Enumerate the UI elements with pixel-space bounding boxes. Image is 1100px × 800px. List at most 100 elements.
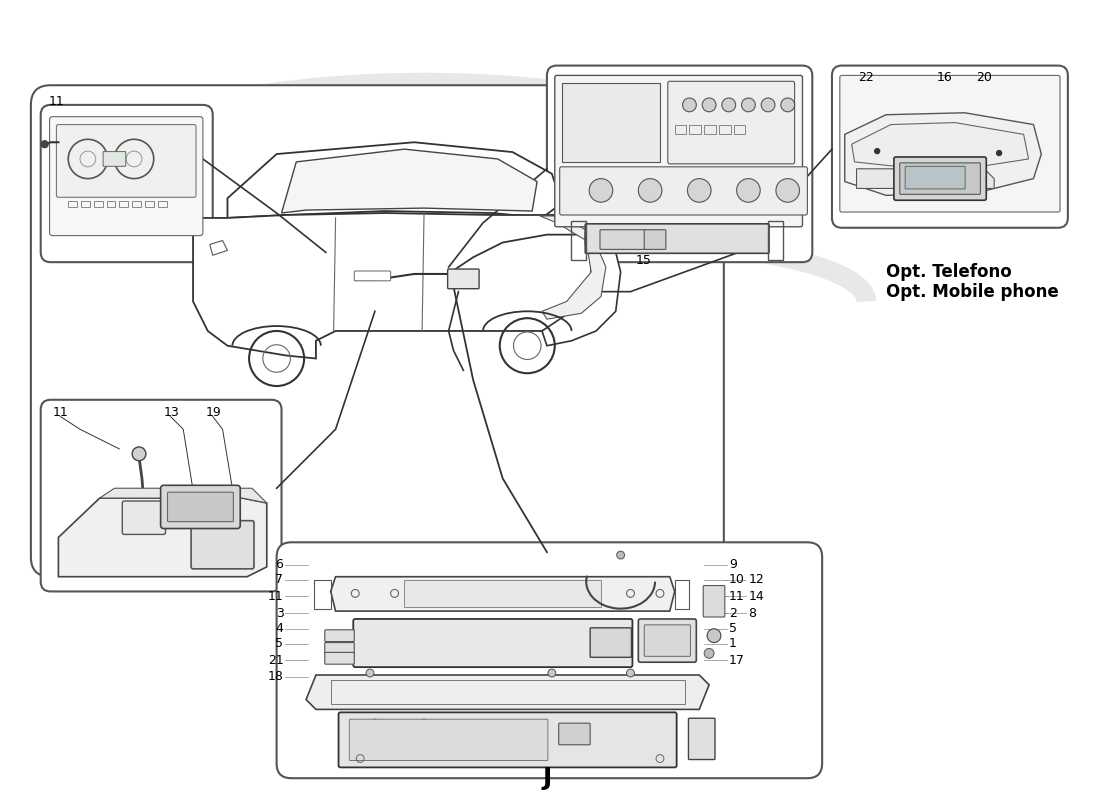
FancyBboxPatch shape [161,486,240,529]
Text: 21: 21 [267,654,284,666]
Text: 11: 11 [48,95,64,109]
Polygon shape [851,122,1028,166]
Polygon shape [542,215,620,346]
Polygon shape [306,675,710,710]
Bar [145,202,154,207]
FancyBboxPatch shape [832,66,1068,228]
FancyBboxPatch shape [839,75,1060,212]
FancyBboxPatch shape [703,586,725,617]
FancyBboxPatch shape [689,718,715,759]
Circle shape [704,649,714,658]
FancyBboxPatch shape [645,625,691,656]
Text: 18: 18 [267,670,284,683]
Text: 4: 4 [276,622,284,635]
Polygon shape [857,169,994,189]
Bar [719,125,730,134]
Text: 7: 7 [275,573,284,586]
FancyBboxPatch shape [41,105,212,262]
Circle shape [617,551,625,559]
Circle shape [419,719,429,729]
Text: 15: 15 [636,254,651,266]
Circle shape [722,98,736,112]
Text: 11: 11 [53,406,68,419]
Polygon shape [58,498,267,577]
Text: 14: 14 [748,590,764,603]
Text: 5: 5 [729,622,737,635]
Text: 11: 11 [729,590,745,603]
Bar [157,202,166,207]
Circle shape [874,149,880,154]
Text: 6: 6 [276,558,284,571]
Text: 1: 1 [729,637,737,650]
Bar [94,202,102,207]
FancyBboxPatch shape [585,232,607,246]
FancyBboxPatch shape [668,82,794,164]
FancyBboxPatch shape [900,163,980,194]
Text: 20: 20 [977,71,992,84]
FancyBboxPatch shape [405,580,601,607]
FancyBboxPatch shape [122,501,165,534]
FancyBboxPatch shape [547,66,812,262]
FancyBboxPatch shape [585,224,769,254]
Circle shape [370,719,379,729]
Bar [734,125,746,134]
Text: 5: 5 [275,637,284,650]
Circle shape [781,98,794,112]
FancyBboxPatch shape [324,630,354,642]
Text: Opt. Telefono: Opt. Telefono [886,263,1012,281]
FancyBboxPatch shape [56,125,196,198]
Circle shape [707,629,721,642]
Bar [704,125,716,134]
Text: 13: 13 [164,406,179,419]
Text: 22: 22 [858,71,874,84]
FancyBboxPatch shape [50,117,202,236]
Polygon shape [331,577,674,611]
FancyBboxPatch shape [591,628,631,658]
FancyBboxPatch shape [31,86,724,577]
FancyBboxPatch shape [638,619,696,662]
FancyBboxPatch shape [339,712,676,767]
FancyBboxPatch shape [645,230,665,250]
Bar [331,680,684,705]
Circle shape [132,447,146,461]
Text: 9: 9 [729,558,737,571]
FancyBboxPatch shape [562,83,660,162]
Circle shape [997,150,1001,155]
FancyBboxPatch shape [894,157,987,200]
Circle shape [776,178,800,202]
Circle shape [761,98,776,112]
FancyBboxPatch shape [905,166,965,189]
Circle shape [737,178,760,202]
FancyBboxPatch shape [324,642,354,654]
Text: Opt. Mobile phone: Opt. Mobile phone [886,282,1059,301]
FancyBboxPatch shape [554,75,803,226]
Circle shape [683,98,696,112]
Bar [68,202,77,207]
FancyBboxPatch shape [103,151,125,166]
Text: 8: 8 [748,606,757,619]
Text: eurospares: eurospares [547,578,793,615]
Circle shape [638,178,662,202]
Bar [690,125,701,134]
Circle shape [590,178,613,202]
FancyBboxPatch shape [448,269,480,289]
Text: 3: 3 [276,606,284,619]
Bar [81,202,90,207]
FancyBboxPatch shape [276,542,822,778]
Text: 11: 11 [267,590,284,603]
Bar [674,125,686,134]
Polygon shape [540,216,606,319]
Polygon shape [194,213,591,358]
Polygon shape [100,488,267,503]
FancyBboxPatch shape [560,167,807,215]
Polygon shape [845,113,1042,195]
Circle shape [688,178,711,202]
Circle shape [741,98,756,112]
Polygon shape [210,241,228,255]
Polygon shape [228,142,562,218]
Bar [119,202,129,207]
Text: 16: 16 [937,71,953,84]
Text: 12: 12 [748,573,764,586]
FancyBboxPatch shape [353,619,632,667]
Text: 19: 19 [206,406,221,419]
